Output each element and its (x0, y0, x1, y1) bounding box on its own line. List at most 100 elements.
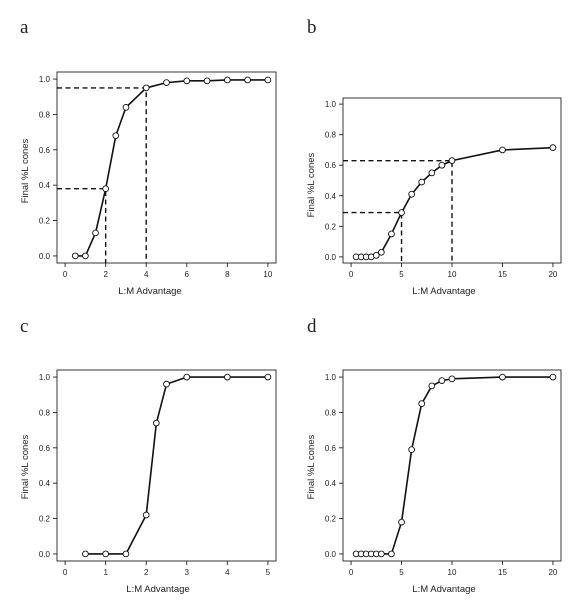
panel-letter: b (307, 17, 317, 38)
data-point (82, 252, 89, 260)
panel-letter: a (20, 17, 29, 38)
y-tick-label: 0.4 (39, 479, 51, 488)
y-tick-label: 0.8 (325, 408, 337, 417)
data-point (71, 252, 79, 260)
y-tick-label: 0.6 (39, 444, 51, 453)
x-tick-label: 20 (548, 568, 557, 577)
data-point (153, 419, 160, 427)
data-point (203, 77, 211, 85)
x-axis-label: L:M Advantage (412, 286, 475, 297)
reference-guide-line (343, 211, 403, 263)
data-point (408, 446, 415, 453)
data-point (438, 161, 446, 169)
data-point (378, 550, 385, 558)
plot-frame (342, 369, 562, 562)
data-point (122, 104, 130, 111)
data-point (448, 375, 456, 383)
y-tick-label: 0.2 (39, 217, 51, 226)
x-tick-label: 10 (448, 568, 457, 577)
x-tick-label: 0 (63, 568, 68, 577)
y-axis-label: Final %L cones (20, 434, 31, 499)
x-tick-label: 8 (225, 270, 230, 279)
data-point (438, 377, 446, 384)
y-tick-label: 0.8 (39, 110, 51, 119)
data-point (499, 146, 506, 154)
y-tick-label: 0.2 (39, 515, 51, 524)
panel-letter: c (20, 316, 28, 337)
data-point (82, 550, 89, 558)
chart-panel-d: d 0 5 10 15 20 0.0 0.2 0.4 0.6 0.8 1.0 L:M Advantage… (306, 316, 562, 595)
y-tick-label: 0.0 (325, 550, 337, 559)
series-line (356, 146, 553, 258)
chart-panel-a: a 0 2 4 6 8 10 0.0 0.2 0.4 0.6 0.8 1.0 L:M Advantage F… (20, 17, 277, 297)
x-tick-label: 5 (399, 568, 404, 577)
x-axis-label: L:M Advantage (118, 286, 181, 297)
x-tick-label: 2 (103, 270, 108, 279)
data-point (428, 382, 436, 390)
data-point (418, 178, 426, 186)
data-point (183, 373, 191, 381)
series-line (75, 79, 268, 257)
x-tick-label: 3 (185, 568, 190, 577)
x-axis-label: L:M Advantage (126, 584, 189, 595)
plot-frame (56, 71, 277, 264)
data-point (378, 248, 385, 256)
y-tick-label: 1.0 (39, 75, 51, 84)
x-tick-label: 5 (266, 568, 271, 577)
data-point (102, 550, 110, 558)
data-point (112, 132, 120, 140)
x-tick-label: 0 (349, 270, 354, 279)
chart-panel-b: b 0 5 10 15 20 0.0 0.2 0.4 0.6 0.8 1.0 L:M Advantage… (306, 17, 562, 297)
series-line (356, 376, 553, 555)
series-line (85, 376, 268, 555)
y-tick-label: 0.4 (325, 479, 337, 488)
y-tick-label: 0.8 (325, 131, 337, 140)
y-axis-label: Final %L cones (306, 434, 317, 499)
plot-frame (56, 369, 277, 562)
y-tick-label: 0.0 (325, 253, 337, 262)
x-tick-label: 0 (349, 568, 354, 577)
data-point (418, 400, 426, 407)
data-point (163, 79, 170, 86)
data-point (163, 380, 170, 388)
x-axis-label: L:M Advantage (412, 584, 475, 595)
y-tick-label: 0.2 (325, 222, 337, 231)
data-point (264, 373, 272, 381)
data-point (223, 76, 231, 84)
x-tick-label: 20 (548, 270, 557, 279)
y-tick-label: 0.2 (325, 515, 337, 524)
data-point (142, 84, 150, 92)
chart-panel-c: c 0 1 2 3 4 5 0.0 0.2 0.4 0.6 0.8 1.0 L:M Advantage Fi… (20, 316, 277, 595)
y-tick-label: 0.6 (39, 146, 51, 155)
data-point (142, 511, 150, 519)
y-axis-label: Final %L cones (306, 152, 317, 217)
x-tick-label: 10 (263, 270, 272, 279)
data-point (223, 373, 231, 381)
data-point (428, 169, 436, 177)
data-point (122, 550, 130, 558)
reference-guide-line (57, 188, 107, 263)
data-point (372, 252, 380, 259)
data-point (388, 550, 395, 558)
y-tick-label: 0.6 (325, 161, 337, 170)
y-tick-label: 0.4 (325, 192, 337, 201)
reference-guide-line (57, 87, 147, 263)
panel-letter: d (307, 316, 317, 337)
data-point (244, 76, 251, 84)
data-point (549, 373, 557, 381)
y-tick-label: 0.0 (39, 252, 51, 261)
data-point (102, 185, 110, 193)
x-tick-label: 6 (185, 270, 190, 279)
x-tick-label: 4 (144, 270, 149, 279)
data-point (398, 209, 405, 216)
data-point (264, 76, 272, 84)
y-tick-label: 0.0 (39, 550, 51, 559)
y-tick-label: 0.4 (39, 181, 51, 190)
data-point (183, 77, 191, 85)
data-point (398, 518, 405, 526)
reference-guide-line (343, 159, 453, 263)
y-tick-label: 1.0 (325, 100, 337, 109)
y-tick-label: 0.6 (325, 444, 337, 453)
x-tick-label: 0 (63, 270, 68, 279)
